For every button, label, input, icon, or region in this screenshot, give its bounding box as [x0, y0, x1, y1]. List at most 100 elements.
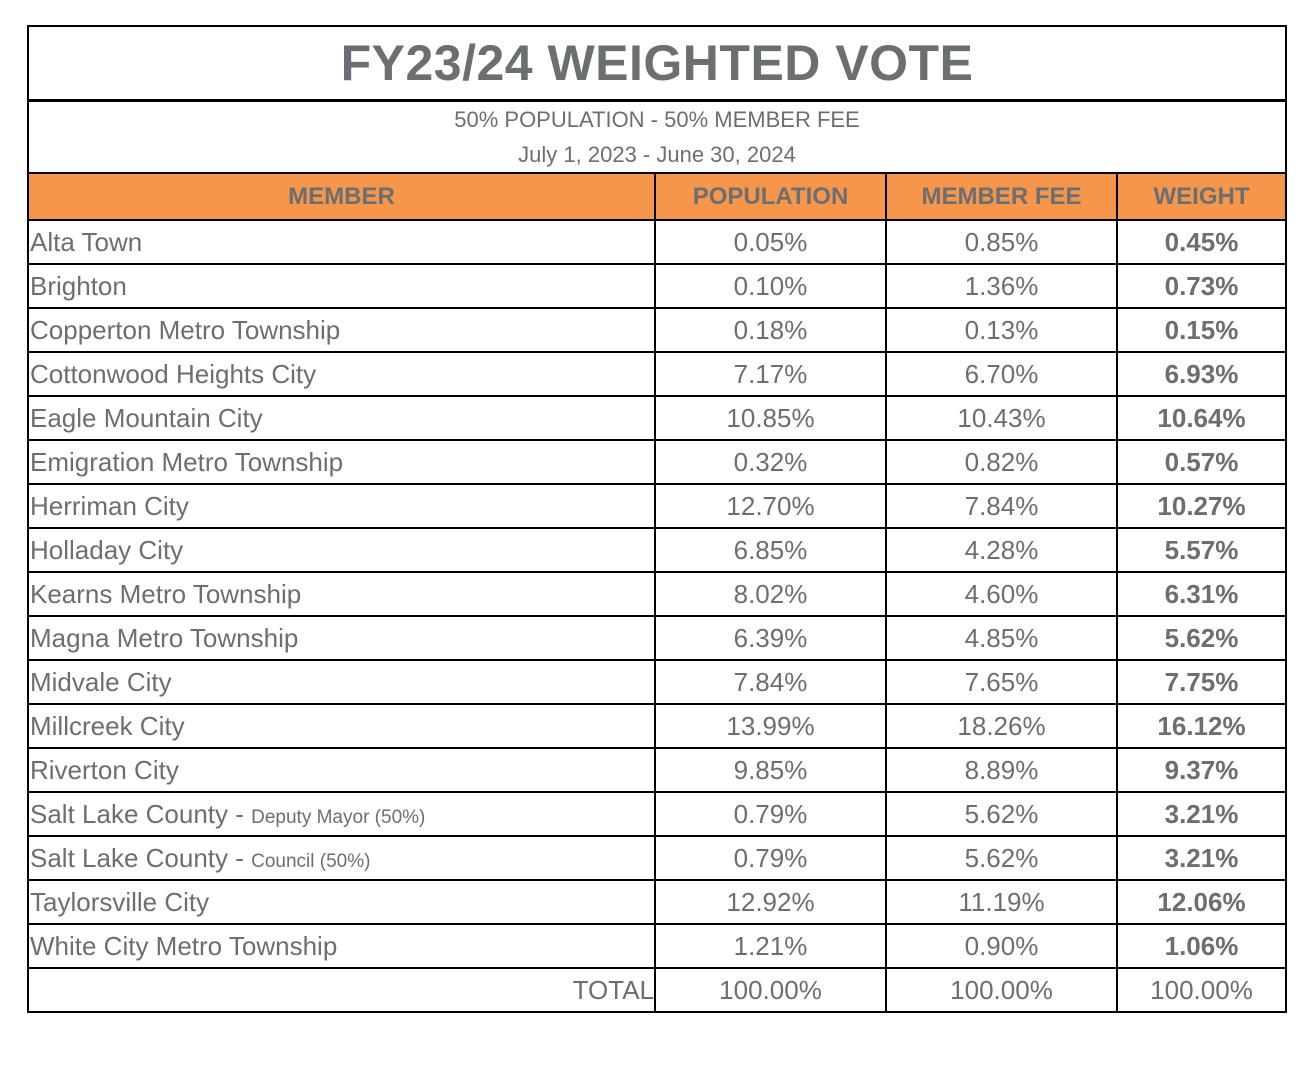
population-cell: 0.18% [654, 307, 887, 353]
member-name: Midvale City [29, 659, 656, 705]
member-label: Holladay City [30, 534, 184, 565]
member-label: Kearns Metro Township [30, 578, 302, 609]
table-row: Salt Lake County - Deputy Mayor (50%) 0.7… [29, 791, 1285, 837]
member-note: Council (50%) [251, 850, 371, 872]
member-label: Midvale City [30, 666, 172, 697]
table-row: Emigration Metro Township 0.32% 0.82% 0.57% [29, 439, 1285, 485]
member-fee-cell: 0.90% [885, 923, 1118, 969]
population-cell: 9.85% [654, 747, 887, 793]
table-row: Magna Metro Township 6.39% 4.85% 5.62% [29, 615, 1285, 661]
population-cell: 0.32% [654, 439, 887, 485]
header-member-fee: MEMBER FEE [885, 174, 1118, 221]
member-name: Millcreek City [29, 703, 656, 749]
member-fee-cell: 0.82% [885, 439, 1118, 485]
table-row: Copperton Metro Township 0.18% 0.13% 0.15% [29, 307, 1285, 353]
weight-cell: 1.06% [1116, 923, 1285, 969]
weight-cell: 6.93% [1116, 351, 1285, 397]
member-name: Taylorsville City [29, 879, 656, 925]
member-label: White City Metro Township [30, 930, 338, 961]
member-label: Copperton Metro Township [30, 314, 341, 345]
header-row: MEMBER POPULATION MEMBER FEE WEIGHT [29, 174, 1285, 221]
member-label: Salt Lake County - [30, 798, 252, 829]
table-row: Millcreek City 13.99% 18.26% 16.12% [29, 703, 1285, 749]
population-cell: 0.05% [654, 219, 887, 265]
member-name: Alta Town [29, 219, 656, 265]
member-label: Brighton [30, 270, 127, 301]
subtitle: 50% POPULATION - 50% MEMBER FEE [454, 107, 860, 132]
member-fee-cell: 4.28% [885, 527, 1118, 573]
table-row: Salt Lake County - Council (50%) 0.79% 5.6… [29, 835, 1285, 881]
table-row: Cottonwood Heights City 7.17% 6.70% 6.93% [29, 351, 1285, 397]
total-label: TOTAL [29, 967, 656, 1013]
weight-cell: 16.12% [1116, 703, 1285, 749]
member-fee-cell: 5.62% [885, 791, 1118, 837]
weight-cell: 6.31% [1116, 571, 1285, 617]
vote-table: MEMBER POPULATION MEMBER FEE WEIGHT Alta… [29, 174, 1285, 1013]
population-cell: 6.85% [654, 527, 887, 573]
table-row: White City Metro Township 1.21% 0.90% 1.06% [29, 923, 1285, 969]
member-label: Cottonwood Heights City [30, 358, 317, 389]
table-row: Holladay City 6.85% 4.28% 5.57% [29, 527, 1285, 573]
member-fee-cell: 7.84% [885, 483, 1118, 529]
subtitle-block: 50% POPULATION - 50% MEMBER FEE July 1, … [29, 102, 1285, 174]
member-label: Salt Lake County - [30, 842, 252, 873]
member-label: Millcreek City [30, 710, 185, 741]
member-name: Kearns Metro Township [29, 571, 656, 617]
member-fee-cell: 6.70% [885, 351, 1118, 397]
weight-cell: 3.21% [1116, 791, 1285, 837]
weight-cell: 3.21% [1116, 835, 1285, 881]
weight-cell: 7.75% [1116, 659, 1285, 705]
member-fee-cell: 7.65% [885, 659, 1118, 705]
total-row: TOTAL 100.00% 100.00% 100.00% [29, 967, 1285, 1013]
table-row: Midvale City 7.84% 7.65% 7.75% [29, 659, 1285, 705]
member-name: Herriman City [29, 483, 656, 529]
table-row: Alta Town 0.05% 0.85% 0.45% [29, 219, 1285, 265]
member-name: Salt Lake County - Deputy Mayor (50%) [29, 791, 656, 837]
member-fee-cell: 11.19% [885, 879, 1118, 925]
weight-cell: 10.64% [1116, 395, 1285, 441]
member-name: White City Metro Township [29, 923, 656, 969]
header-population: POPULATION [654, 174, 887, 221]
member-name: Salt Lake County - Council (50%) [29, 835, 656, 881]
population-cell: 6.39% [654, 615, 887, 661]
weight-cell: 0.57% [1116, 439, 1285, 485]
table-row: Taylorsville City 12.92% 11.19% 12.06% [29, 879, 1285, 925]
member-name: Brighton [29, 263, 656, 309]
header-weight: WEIGHT [1116, 174, 1285, 221]
member-name: Cottonwood Heights City [29, 351, 656, 397]
weight-cell: 10.27% [1116, 483, 1285, 529]
total-population: 100.00% [654, 967, 887, 1013]
weighted-vote-table: FY23/24 WEIGHTED VOTE 50% POPULATION - 5… [27, 25, 1287, 1013]
population-cell: 0.10% [654, 263, 887, 309]
population-cell: 7.84% [654, 659, 887, 705]
member-label: Alta Town [30, 226, 143, 257]
weight-cell: 9.37% [1116, 747, 1285, 793]
member-note: Deputy Mayor (50%) [251, 806, 426, 828]
member-name: Riverton City [29, 747, 656, 793]
member-fee-cell: 4.85% [885, 615, 1118, 661]
population-cell: 0.79% [654, 791, 887, 837]
member-label: Eagle Mountain City [30, 402, 263, 433]
weight-cell: 0.45% [1116, 219, 1285, 265]
weight-cell: 12.06% [1116, 879, 1285, 925]
member-fee-cell: 10.43% [885, 395, 1118, 441]
member-fee-cell: 18.26% [885, 703, 1118, 749]
weight-cell: 0.73% [1116, 263, 1285, 309]
population-cell: 12.92% [654, 879, 887, 925]
member-name: Magna Metro Township [29, 615, 656, 661]
population-cell: 7.17% [654, 351, 887, 397]
member-label: Herriman City [30, 490, 189, 521]
member-name: Eagle Mountain City [29, 395, 656, 441]
total-weight: 100.00% [1116, 967, 1285, 1013]
table-row: Riverton City 9.85% 8.89% 9.37% [29, 747, 1285, 793]
member-fee-cell: 1.36% [885, 263, 1118, 309]
page-title: FY23/24 WEIGHTED VOTE [29, 27, 1285, 102]
weight-cell: 5.57% [1116, 527, 1285, 573]
member-label: Magna Metro Township [30, 622, 299, 653]
table-row: Herriman City 12.70% 7.84% 10.27% [29, 483, 1285, 529]
member-name: Emigration Metro Township [29, 439, 656, 485]
total-member-fee: 100.00% [885, 967, 1118, 1013]
member-label: Riverton City [30, 754, 179, 785]
member-fee-cell: 4.60% [885, 571, 1118, 617]
member-fee-cell: 8.89% [885, 747, 1118, 793]
